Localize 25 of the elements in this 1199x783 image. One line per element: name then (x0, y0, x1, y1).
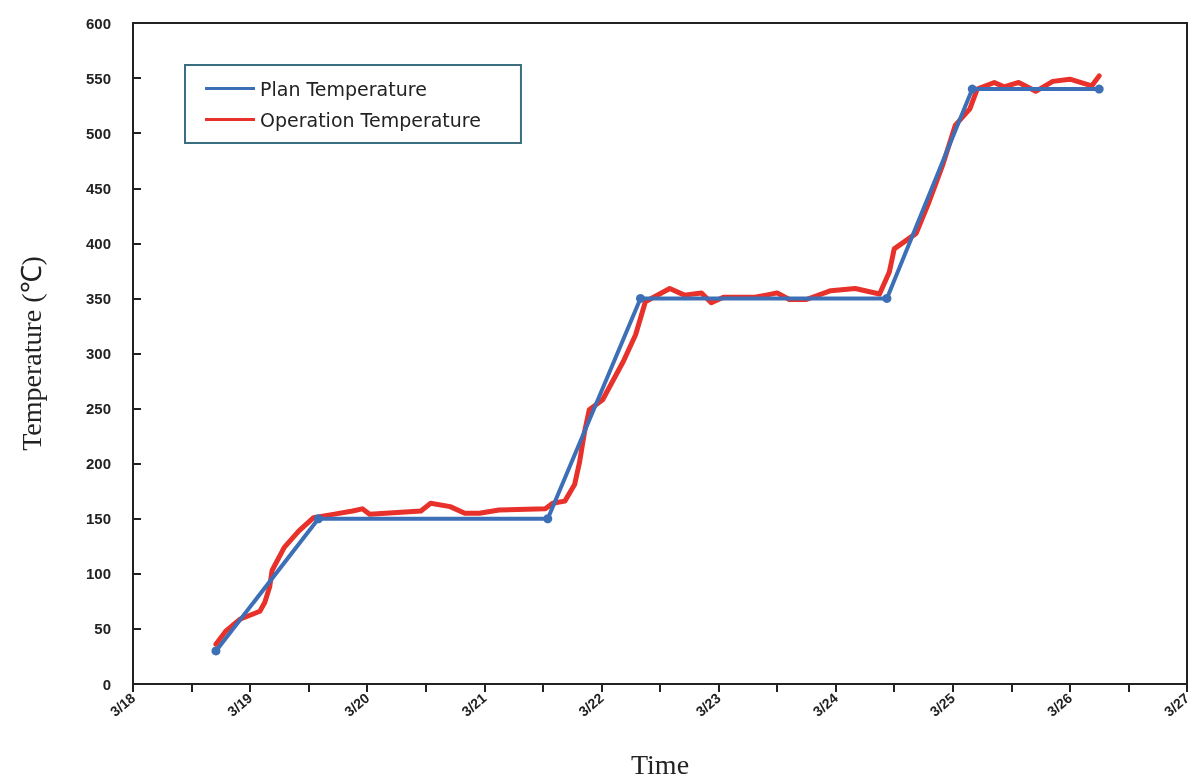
y-tick-label: 450 (85, 179, 111, 197)
y-tick-label: 550 (85, 69, 111, 87)
y-tick-label: 300 (85, 345, 111, 362)
legend-label: Operation Temperature (260, 108, 481, 131)
y-tick-label: 250 (85, 400, 111, 418)
x-axis-title: Time (630, 748, 690, 780)
legend-label: Plan Temperature (260, 77, 427, 100)
x-tick-label: 3/19 (224, 689, 256, 720)
y-tick-label: 150 (85, 510, 111, 528)
y-tick-label: 350 (85, 289, 111, 307)
x-tick-label: 3/21 (458, 689, 490, 720)
x-tick-label: 3/25 (926, 689, 959, 720)
y-tick-label: 400 (85, 234, 111, 252)
y-tick-label: 500 (85, 124, 111, 142)
y-tick-label: 200 (85, 455, 111, 473)
y-tick-label: 600 (85, 14, 111, 32)
y-tick-label: 100 (85, 565, 111, 583)
x-tick-label: 3/23 (692, 689, 724, 720)
x-tick-label: 3/22 (575, 689, 607, 720)
x-tick-label: 3/20 (341, 689, 373, 720)
y-axis-title: Temperature (℃) (15, 256, 47, 451)
x-tick-label: 3/24 (809, 689, 841, 720)
x-tick-label: 3/26 (1043, 689, 1076, 720)
y-tick-label: 50 (94, 620, 111, 638)
x-tick-label: 3/27 (1160, 689, 1193, 720)
